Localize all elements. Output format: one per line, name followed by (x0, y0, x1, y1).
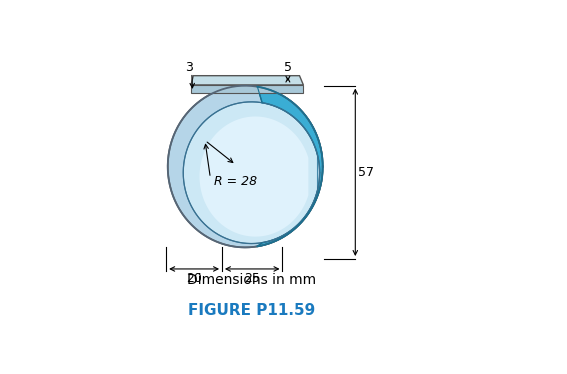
Text: 3: 3 (185, 61, 193, 74)
Polygon shape (257, 87, 323, 246)
Polygon shape (183, 102, 318, 243)
Text: 25: 25 (244, 272, 260, 285)
Text: R = 28: R = 28 (214, 175, 257, 188)
Text: 5: 5 (284, 61, 292, 74)
Text: 20: 20 (186, 272, 202, 285)
Polygon shape (200, 116, 308, 237)
Text: FIGURE P11.59: FIGURE P11.59 (188, 303, 315, 318)
Polygon shape (191, 76, 303, 85)
Polygon shape (191, 85, 303, 93)
Text: 57: 57 (358, 166, 374, 179)
Text: Dimensions in mm: Dimensions in mm (187, 273, 316, 287)
Polygon shape (168, 86, 322, 247)
